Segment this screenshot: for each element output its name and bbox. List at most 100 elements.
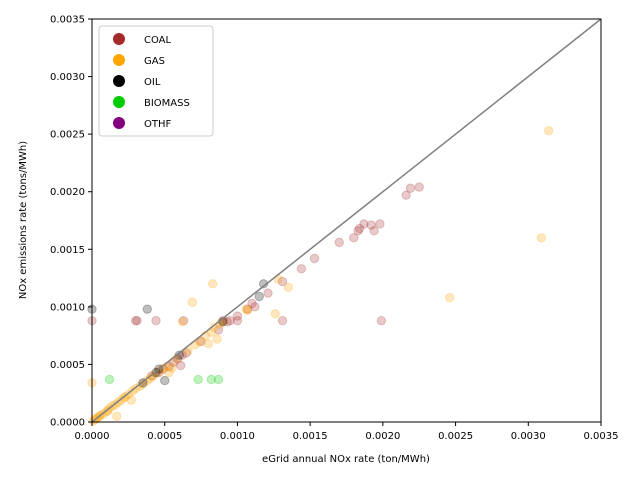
point-coal-40 xyxy=(414,182,424,192)
point-gas-30 xyxy=(164,367,174,378)
point-coal-28 xyxy=(309,253,320,264)
point-gas-50 xyxy=(283,282,294,292)
point-coal-18 xyxy=(225,315,235,326)
y-tick-label: 0.0000 xyxy=(50,418,85,429)
legend-label-coal: COAL xyxy=(144,35,172,46)
point-coal-16 xyxy=(218,315,228,326)
point-gas-41 xyxy=(208,279,218,289)
point-coal-10 xyxy=(176,360,186,371)
y-tick-label: 0.0010 xyxy=(50,302,85,313)
x-tick-label: 0.0035 xyxy=(584,431,619,442)
legend-label-gas: GAS xyxy=(144,56,165,67)
point-gas-51 xyxy=(445,292,455,303)
x-tick-label: 0.0030 xyxy=(511,431,546,442)
plot-frame xyxy=(91,18,602,423)
point-coal-31 xyxy=(353,226,363,236)
y-axis-label: NOx emissions rate (tons/MWh) xyxy=(18,141,29,299)
x-axis-label: eGrid annual NOx rate (ton/MWh) xyxy=(262,454,430,465)
point-oil-8 xyxy=(254,291,264,302)
x-tick-label: 0.0010 xyxy=(220,431,255,442)
point-coal-23 xyxy=(250,302,260,312)
point-coal-30 xyxy=(349,233,359,243)
legend-marker-coal xyxy=(113,33,125,45)
x-tick-label: 0.0025 xyxy=(438,431,473,442)
point-biomass-1 xyxy=(193,374,203,385)
point-gas-43 xyxy=(212,334,222,344)
x-tick-label: 0.0020 xyxy=(365,431,400,442)
point-oil-2 xyxy=(142,304,152,314)
point-coal-20 xyxy=(232,311,243,321)
legend-label-oil: OIL xyxy=(144,77,161,88)
point-coal-15 xyxy=(213,325,224,335)
x-axis-ticks: 0.0000 0.0005 0.0010 0.0015 0.0020 0.0025 0.00… xyxy=(75,422,619,442)
legend-marker-oil xyxy=(113,75,125,87)
reference-line-layer xyxy=(91,18,602,423)
point-coal-13 xyxy=(181,348,192,358)
reference-line xyxy=(91,18,602,423)
point-coal-37 xyxy=(376,315,387,326)
point-gas-19 xyxy=(126,395,136,405)
point-gas-46 xyxy=(241,304,251,314)
point-gas-33 xyxy=(177,317,187,327)
x-tick-label: 0.0005 xyxy=(147,431,182,442)
point-coal-19 xyxy=(232,315,243,326)
point-coal-36 xyxy=(375,219,385,229)
x-tick-label: 0.0015 xyxy=(293,431,328,442)
point-coal-3 xyxy=(151,315,161,326)
point-gas-31 xyxy=(167,363,177,373)
point-coal-33 xyxy=(359,219,369,229)
legend-label-biomass: BIOMASS xyxy=(144,98,190,109)
point-coal-1 xyxy=(130,315,141,326)
point-gas-47 xyxy=(242,305,253,316)
point-biomass-2 xyxy=(206,374,216,385)
legend-frame xyxy=(98,25,214,137)
point-gas-35 xyxy=(187,297,198,307)
point-oil-9 xyxy=(258,279,269,289)
point-biomass-3 xyxy=(213,374,224,385)
point-coal-2 xyxy=(132,315,142,326)
point-coal-34 xyxy=(366,220,376,230)
point-gas-13 xyxy=(112,411,122,421)
point-coal-17 xyxy=(222,317,232,327)
y-tick-label: 0.0035 xyxy=(50,15,85,26)
point-gas-23 xyxy=(138,379,148,389)
point-gas-52 xyxy=(536,233,547,243)
legend-marker-biomass xyxy=(113,96,125,108)
legend: COAL GAS OIL BIOMASS OTHF xyxy=(98,25,214,137)
point-coal-25 xyxy=(277,276,288,287)
point-coal-32 xyxy=(354,223,365,234)
point-gas-25 xyxy=(145,373,155,383)
point-coal-21 xyxy=(242,304,253,314)
point-gas-24 xyxy=(142,375,152,386)
point-coal-39 xyxy=(405,183,416,193)
point-coal-27 xyxy=(296,264,307,274)
point-gas-28 xyxy=(157,364,167,374)
y-tick-label: 0.0020 xyxy=(50,187,85,198)
legend-marker-gas xyxy=(113,54,125,66)
point-coal-7 xyxy=(164,362,174,372)
point-coal-26 xyxy=(277,315,288,326)
x-tick-label: 0.0000 xyxy=(75,431,110,442)
point-gas-42 xyxy=(209,322,219,333)
point-gas-27 xyxy=(152,367,163,378)
point-gas-22 xyxy=(135,381,145,392)
y-tick-label: 0.0030 xyxy=(50,72,85,83)
point-biomass-0 xyxy=(104,374,115,385)
y-tick-label: 0.0015 xyxy=(50,245,85,256)
y-axis-ticks: 0.0000 0.0005 0.0010 0.0015 0.0020 0.0025 0.00… xyxy=(50,15,92,429)
point-coal-24 xyxy=(263,288,273,298)
point-gas-53 xyxy=(543,125,554,136)
point-gas-39 xyxy=(203,339,214,349)
point-coal-29 xyxy=(334,237,344,248)
point-coal-38 xyxy=(401,190,411,200)
legend-marker-othf xyxy=(113,117,125,129)
point-oil-6 xyxy=(174,350,184,360)
y-tick-label: 0.0005 xyxy=(50,360,85,371)
point-coal-35 xyxy=(369,226,379,236)
y-tick-label: 0.0025 xyxy=(50,130,85,141)
point-coal-12 xyxy=(178,315,189,326)
point-coal-22 xyxy=(247,298,257,309)
point-coal-14 xyxy=(196,336,206,347)
point-gas-48 xyxy=(270,309,280,319)
